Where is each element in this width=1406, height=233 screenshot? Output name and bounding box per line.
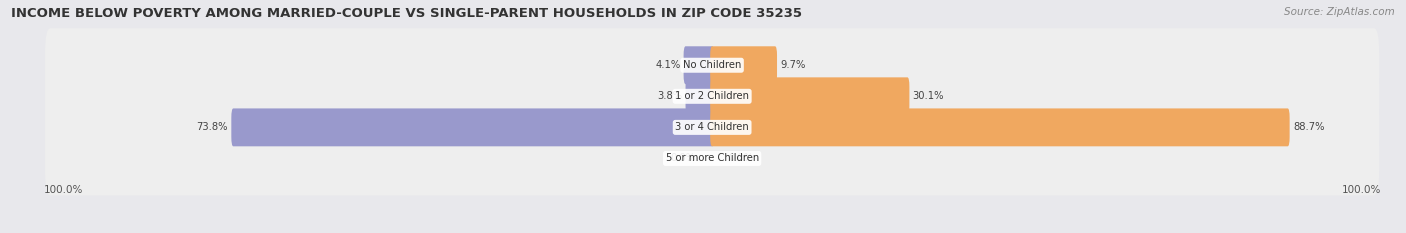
FancyBboxPatch shape [232, 108, 714, 146]
Legend: Married Couples, Single Parents: Married Couples, Single Parents [610, 231, 814, 233]
Text: Source: ZipAtlas.com: Source: ZipAtlas.com [1284, 7, 1395, 17]
Text: 9.7%: 9.7% [780, 60, 806, 70]
FancyBboxPatch shape [45, 59, 1379, 133]
FancyBboxPatch shape [45, 28, 1379, 102]
Text: INCOME BELOW POVERTY AMONG MARRIED-COUPLE VS SINGLE-PARENT HOUSEHOLDS IN ZIP COD: INCOME BELOW POVERTY AMONG MARRIED-COUPL… [11, 7, 803, 20]
Text: 30.1%: 30.1% [912, 91, 945, 101]
FancyBboxPatch shape [683, 46, 714, 84]
FancyBboxPatch shape [710, 46, 778, 84]
FancyBboxPatch shape [710, 77, 910, 115]
Text: 0.0%: 0.0% [671, 154, 696, 163]
Text: 0.0%: 0.0% [728, 154, 754, 163]
Text: 1 or 2 Children: 1 or 2 Children [675, 91, 749, 101]
FancyBboxPatch shape [686, 77, 714, 115]
Text: 88.7%: 88.7% [1294, 122, 1324, 132]
Text: 5 or more Children: 5 or more Children [665, 154, 759, 163]
Text: 73.8%: 73.8% [197, 122, 228, 132]
FancyBboxPatch shape [45, 121, 1379, 195]
Text: 3 or 4 Children: 3 or 4 Children [675, 122, 749, 132]
FancyBboxPatch shape [45, 90, 1379, 164]
Text: 3.8%: 3.8% [657, 91, 682, 101]
Text: No Children: No Children [683, 60, 741, 70]
FancyBboxPatch shape [710, 108, 1289, 146]
Text: 4.1%: 4.1% [655, 60, 681, 70]
